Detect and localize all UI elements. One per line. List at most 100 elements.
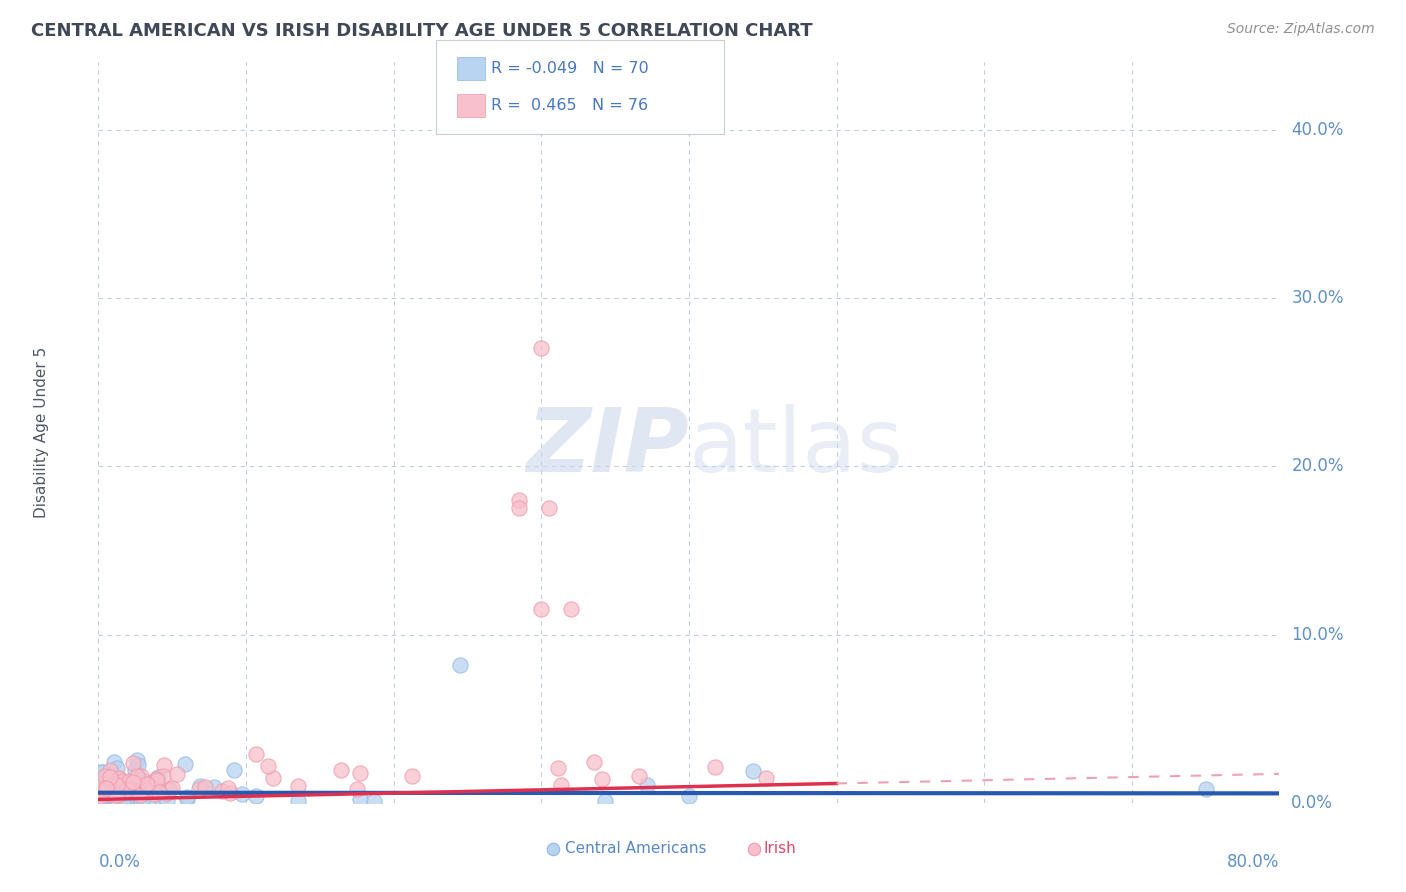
Point: [363, 794, 385, 808]
Point: [156, 786, 179, 800]
Point: [124, 774, 146, 789]
Point: [94, 788, 117, 802]
Point: [346, 782, 368, 797]
Text: ZIP: ZIP: [526, 404, 689, 491]
Point: [94, 787, 117, 801]
Point: [96, 781, 118, 796]
Point: [96, 780, 118, 795]
Point: [678, 789, 700, 803]
Point: [104, 783, 127, 797]
Point: [582, 756, 605, 770]
Point: [224, 764, 246, 778]
Point: [121, 783, 143, 797]
Point: [176, 789, 198, 804]
Point: [156, 794, 179, 808]
Point: [89, 786, 111, 800]
Point: [101, 786, 124, 800]
Point: [98, 786, 121, 800]
Point: [127, 757, 149, 772]
Point: [135, 784, 157, 798]
Point: [1195, 782, 1218, 797]
Text: 80.0%: 80.0%: [1227, 854, 1279, 871]
Point: [153, 758, 176, 772]
Point: [105, 761, 128, 775]
Point: [219, 786, 242, 800]
Point: [93, 765, 115, 780]
Point: [89, 786, 111, 800]
Point: [89, 780, 111, 794]
Point: [90, 764, 112, 779]
Point: [103, 756, 125, 770]
Point: [110, 779, 132, 793]
Point: [97, 779, 120, 793]
Point: [591, 772, 613, 787]
Point: [97, 770, 120, 784]
Point: [94, 785, 117, 799]
Point: [173, 756, 195, 771]
Point: [194, 780, 217, 794]
Point: [245, 789, 267, 803]
Point: [550, 779, 572, 793]
Point: [146, 786, 169, 800]
Point: [111, 786, 134, 800]
Point: [105, 794, 128, 808]
Point: [157, 783, 180, 797]
Point: [628, 769, 651, 783]
Point: [145, 772, 167, 786]
Point: [101, 785, 124, 799]
Point: [93, 789, 115, 804]
Point: [537, 501, 560, 516]
Point: [108, 771, 131, 785]
Point: [122, 756, 145, 770]
Point: [97, 777, 120, 791]
Point: [100, 770, 122, 784]
Point: [530, 342, 553, 356]
Point: [211, 784, 233, 798]
Point: [131, 787, 153, 801]
Point: [129, 785, 152, 799]
Point: [231, 788, 253, 802]
Point: [136, 778, 159, 792]
Point: [117, 790, 139, 805]
Point: [146, 785, 169, 799]
Point: [89, 789, 111, 803]
Point: [121, 781, 143, 796]
Point: [105, 778, 128, 792]
Point: [148, 770, 170, 784]
Point: [107, 789, 129, 803]
Point: [149, 791, 172, 805]
Text: 40.0%: 40.0%: [1291, 120, 1344, 139]
Point: [401, 769, 423, 783]
Point: [287, 779, 309, 793]
Point: [90, 792, 112, 806]
Text: R =  0.465   N = 76: R = 0.465 N = 76: [491, 98, 648, 112]
Point: [89, 782, 111, 797]
Point: [595, 794, 617, 808]
Point: [111, 786, 134, 800]
Point: [105, 779, 128, 793]
Point: [94, 776, 117, 790]
Point: [129, 769, 152, 783]
Point: [508, 492, 530, 507]
Text: Irish: Irish: [763, 841, 796, 856]
Point: [257, 759, 280, 773]
Point: [508, 501, 530, 516]
Point: [132, 784, 155, 798]
Point: [94, 769, 117, 783]
Point: [115, 792, 138, 806]
Point: [349, 766, 371, 780]
Point: [125, 753, 148, 767]
Point: [146, 772, 169, 787]
Point: [160, 780, 183, 795]
Point: [111, 794, 134, 808]
Point: [188, 779, 211, 793]
Point: [166, 767, 188, 781]
Point: [287, 794, 309, 808]
Text: CENTRAL AMERICAN VS IRISH DISABILITY AGE UNDER 5 CORRELATION CHART: CENTRAL AMERICAN VS IRISH DISABILITY AGE…: [31, 22, 813, 40]
Point: [114, 790, 136, 805]
Point: [121, 776, 143, 790]
Point: [91, 785, 114, 799]
Point: [115, 789, 138, 804]
Point: [129, 788, 152, 802]
Point: [107, 772, 129, 786]
